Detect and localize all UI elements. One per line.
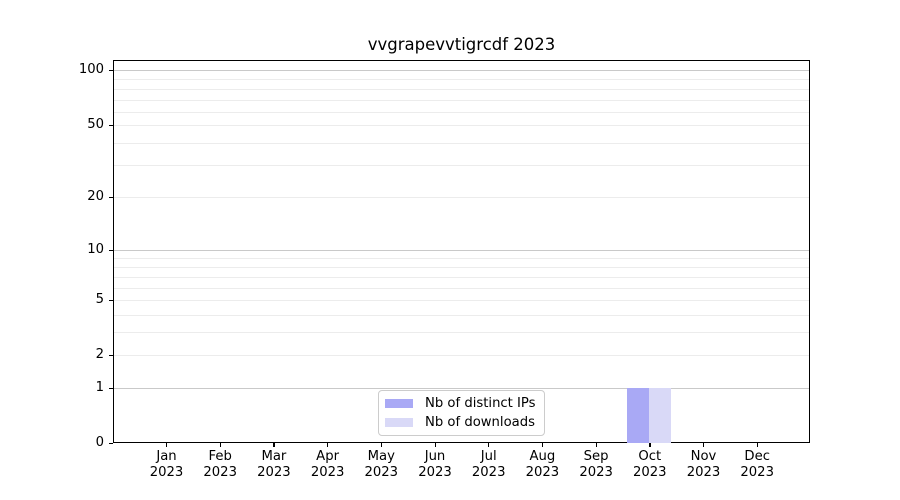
- x-tick-mark: [488, 443, 490, 447]
- x-tick-label: Oct 2023: [618, 449, 682, 481]
- minor-gridline: [114, 258, 809, 259]
- minor-gridline: [114, 332, 809, 333]
- x-tick-label: Mar 2023: [242, 449, 306, 481]
- minor-gridline: [114, 165, 809, 166]
- x-tick-year: 2023: [310, 465, 345, 480]
- x-tick-year: 2023: [364, 465, 399, 480]
- x-tick-mark: [219, 443, 221, 447]
- minor-gridline: [114, 267, 809, 268]
- legend-item-downloads: Nb of downloads: [385, 413, 538, 431]
- x-tick-mark: [166, 443, 168, 447]
- x-tick-month: May: [367, 449, 395, 464]
- y-tick-label: 5: [95, 292, 104, 307]
- major-gridline: [114, 70, 809, 71]
- x-tick-year: 2023: [149, 465, 184, 480]
- x-tick-mark: [541, 443, 544, 447]
- x-tick-mark: [327, 443, 329, 447]
- chart-title: vvgrapevvtigrcdf 2023: [367, 35, 556, 54]
- minor-gridline: [114, 89, 809, 90]
- minor-gridline: [114, 315, 809, 316]
- y-tick-mark: [109, 442, 113, 444]
- y-tick-mark: [109, 196, 113, 198]
- x-tick-month: Oct: [638, 449, 662, 464]
- minor-gridline: [114, 355, 809, 356]
- minor-gridline: [114, 277, 809, 278]
- minor-gridline: [114, 288, 809, 289]
- y-tick-mark: [109, 299, 113, 301]
- x-tick-month: Mar: [261, 449, 287, 464]
- x-tick-label: Aug 2023: [510, 449, 574, 481]
- x-tick-label: Jul 2023: [457, 449, 521, 481]
- legend-label: Nb of distinct IPs: [425, 396, 536, 412]
- x-tick-mark: [380, 443, 383, 447]
- y-tick-label: 20: [87, 189, 104, 204]
- x-tick-mark: [756, 443, 758, 447]
- bar-distinct-ips: [627, 387, 650, 443]
- minor-gridline: [114, 100, 809, 101]
- y-tick-label: 0: [95, 435, 104, 450]
- bar-downloads: [649, 387, 672, 443]
- y-tick-mark: [109, 387, 113, 389]
- y-tick-label: 10: [87, 242, 104, 257]
- x-tick-year: 2023: [418, 465, 452, 480]
- x-tick-mark: [649, 443, 651, 447]
- minor-gridline: [114, 79, 809, 80]
- minor-gridline: [114, 300, 809, 301]
- x-tick-label: Sep 2023: [564, 449, 628, 481]
- x-tick-label: May 2023: [349, 449, 413, 481]
- y-tick-label: 100: [78, 62, 104, 77]
- minor-gridline: [114, 143, 809, 144]
- major-gridline: [114, 388, 809, 389]
- x-tick-mark: [273, 443, 275, 447]
- x-tick-mark: [703, 443, 705, 447]
- x-tick-year: 2023: [525, 465, 560, 480]
- downloads-swatch: [385, 417, 413, 428]
- x-tick-year: 2023: [686, 465, 721, 480]
- minor-gridline: [114, 125, 809, 126]
- legend-label: Nb of downloads: [425, 414, 535, 430]
- x-tick-year: 2023: [633, 465, 667, 480]
- minor-gridline: [114, 112, 809, 113]
- legend: Nb of distinct IPs Nb of downloads: [378, 390, 545, 436]
- y-tick-label: 2: [95, 347, 104, 362]
- x-tick-mark: [434, 443, 436, 447]
- x-tick-label: Dec 2023: [725, 449, 789, 481]
- x-tick-label: Feb 2023: [188, 449, 252, 481]
- x-tick-month: Jul: [480, 449, 497, 464]
- distinct-ips-swatch: [385, 398, 413, 409]
- x-tick-month: Jan: [156, 449, 177, 464]
- x-tick-year: 2023: [257, 465, 291, 480]
- x-tick-label: Nov 2023: [672, 449, 736, 481]
- x-tick-year: 2023: [579, 465, 613, 480]
- x-tick-month: Dec: [744, 449, 770, 464]
- x-tick-month: Apr: [316, 449, 339, 464]
- y-tick-label: 50: [87, 117, 104, 132]
- x-tick-month: Feb: [208, 449, 232, 464]
- x-tick-year: 2023: [471, 465, 506, 480]
- x-tick-mark: [595, 443, 597, 447]
- minor-gridline: [114, 197, 809, 198]
- y-tick-mark: [109, 124, 113, 126]
- legend-item-distinct-ips: Nb of distinct IPs: [385, 395, 538, 413]
- x-tick-year: 2023: [203, 465, 237, 480]
- plot-area: [113, 60, 810, 443]
- x-tick-label: Jun 2023: [403, 449, 467, 481]
- x-tick-label: Jan 2023: [135, 449, 199, 481]
- y-tick-mark: [109, 69, 113, 71]
- major-gridline: [114, 250, 809, 251]
- x-tick-month: Sep: [583, 449, 609, 464]
- y-tick-label: 1: [95, 380, 104, 395]
- x-tick-month: Nov: [690, 449, 717, 464]
- x-tick-label: Apr 2023: [296, 449, 360, 481]
- x-tick-month: Aug: [529, 449, 556, 464]
- y-tick-mark: [109, 249, 113, 251]
- y-tick-mark: [109, 354, 113, 356]
- x-tick-year: 2023: [740, 465, 774, 480]
- x-tick-month: Jun: [424, 449, 446, 464]
